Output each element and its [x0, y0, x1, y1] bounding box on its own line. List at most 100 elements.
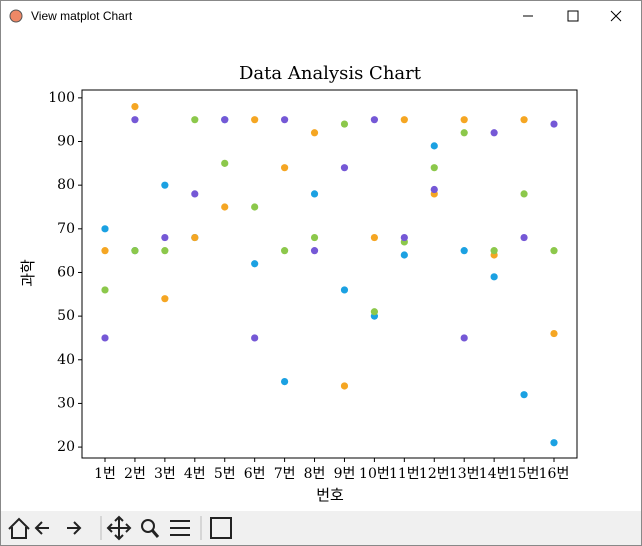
point: [161, 181, 169, 189]
point: [191, 116, 199, 124]
point: [550, 439, 558, 447]
point: [131, 116, 139, 124]
point: [340, 382, 349, 390]
point: [520, 116, 528, 124]
x-axis-label: 번호: [316, 486, 344, 504]
zoom-button[interactable]: [141, 519, 155, 533]
home-button[interactable]: [8, 517, 30, 539]
y-tick-label: 90: [57, 134, 75, 150]
x-tick-label: 4번: [184, 466, 206, 482]
zoom-handle: [150, 529, 160, 538]
point: [400, 233, 408, 242]
point: [310, 129, 319, 137]
y-tick-label: 100: [48, 90, 75, 106]
point: [221, 203, 229, 211]
title-bar: View matplot Chart: [9, 9, 622, 23]
point: [460, 116, 468, 124]
x-tick-label: 6번: [244, 466, 266, 482]
x-tick-label: 15번: [509, 466, 540, 482]
point: [191, 190, 199, 198]
point: [370, 116, 378, 124]
point: [310, 247, 319, 255]
x-tick-label: 3번: [154, 466, 176, 482]
point: [520, 233, 528, 242]
point: [251, 203, 259, 211]
point: [251, 334, 259, 342]
point: [221, 116, 229, 124]
point: [460, 129, 468, 137]
point: [340, 120, 349, 128]
point: [310, 233, 319, 242]
point: [430, 164, 438, 172]
point: [340, 286, 349, 294]
point: [460, 334, 468, 342]
x-tick-label: 11번: [389, 466, 420, 482]
x-tick-label: 16번: [539, 466, 570, 482]
point: [490, 129, 498, 137]
point: [370, 233, 378, 242]
app-icon: [9, 9, 23, 23]
y-tick-label: 50: [57, 308, 75, 324]
point: [520, 391, 528, 399]
point: [281, 116, 289, 124]
point: [520, 190, 528, 198]
point: [221, 159, 229, 167]
point: [161, 233, 169, 242]
point: [550, 120, 558, 128]
x-tick-label: 7번: [274, 466, 296, 482]
point: [281, 247, 289, 255]
y-tick-label: 80: [57, 177, 75, 193]
point: [550, 329, 558, 338]
point: [550, 247, 558, 255]
chart-title: Data Analysis Chart: [239, 63, 422, 84]
point: [251, 260, 259, 268]
x-tick-label: 13번: [449, 466, 480, 482]
close-button[interactable]: [610, 10, 622, 22]
axes-frame: [81, 89, 578, 459]
point: [281, 164, 289, 172]
point: [161, 295, 169, 303]
point: [460, 247, 468, 255]
point: [131, 102, 139, 111]
point: [131, 247, 139, 255]
configure-button[interactable]: [170, 520, 190, 536]
x-tick-label: 14번: [479, 466, 510, 482]
point: [340, 164, 349, 172]
point: [101, 334, 109, 342]
y-tick-label: 20: [57, 439, 75, 455]
x-tick-label: 1번: [94, 466, 116, 482]
y-tick-label: 70: [57, 221, 75, 237]
forward-button[interactable]: [67, 521, 82, 535]
x-tick-label: 5번: [214, 466, 236, 482]
window-title: View matplot Chart: [31, 9, 133, 23]
point: [490, 273, 498, 281]
pan-button[interactable]: [106, 515, 132, 541]
point: [430, 185, 438, 194]
point: [191, 233, 199, 242]
point: [101, 247, 109, 255]
x-tick-label: 2번: [124, 466, 146, 482]
x-tick-label: 9번: [334, 466, 356, 482]
point: [101, 286, 109, 294]
point: [281, 378, 289, 386]
toolbar: [1, 511, 641, 545]
save-button[interactable]: [210, 517, 232, 539]
y-tick-label: 40: [57, 352, 75, 368]
chart: Data Analysis Chart 번호 과학 20 30 40 50 60 70 80…: [19, 63, 578, 504]
back-button[interactable]: [34, 521, 49, 535]
y-tick-label: 30: [57, 395, 75, 411]
y-axis-label: 과학: [19, 259, 37, 287]
x-tick-label: 12번: [419, 466, 450, 482]
maximize-button[interactable]: [567, 10, 579, 22]
point: [161, 247, 169, 255]
x-tick-label: 10번: [359, 466, 390, 482]
y-tick-label: 60: [57, 264, 75, 280]
point: [101, 225, 109, 233]
point: [310, 190, 319, 198]
point: [400, 116, 408, 124]
point: [251, 116, 259, 124]
point: [490, 247, 498, 255]
point: [370, 308, 378, 316]
point: [430, 142, 438, 150]
